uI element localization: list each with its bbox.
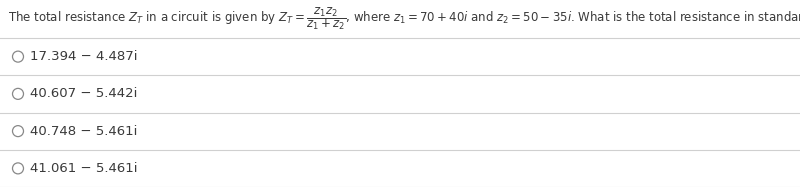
Text: The total resistance $Z_T$ in a circuit is given by $Z_T = \dfrac{z_1z_2}{z_1+z_: The total resistance $Z_T$ in a circuit … xyxy=(8,5,800,32)
Bar xyxy=(0,150,800,187)
Text: 17.394 − 4.487i: 17.394 − 4.487i xyxy=(30,50,137,63)
Bar xyxy=(0,38,800,75)
Text: 40.607 − 5.442i: 40.607 − 5.442i xyxy=(30,87,137,100)
Bar xyxy=(0,113,800,150)
Bar xyxy=(0,75,800,113)
Text: 41.061 − 5.461i: 41.061 − 5.461i xyxy=(30,162,137,175)
Text: 40.748 − 5.461i: 40.748 − 5.461i xyxy=(30,125,137,138)
